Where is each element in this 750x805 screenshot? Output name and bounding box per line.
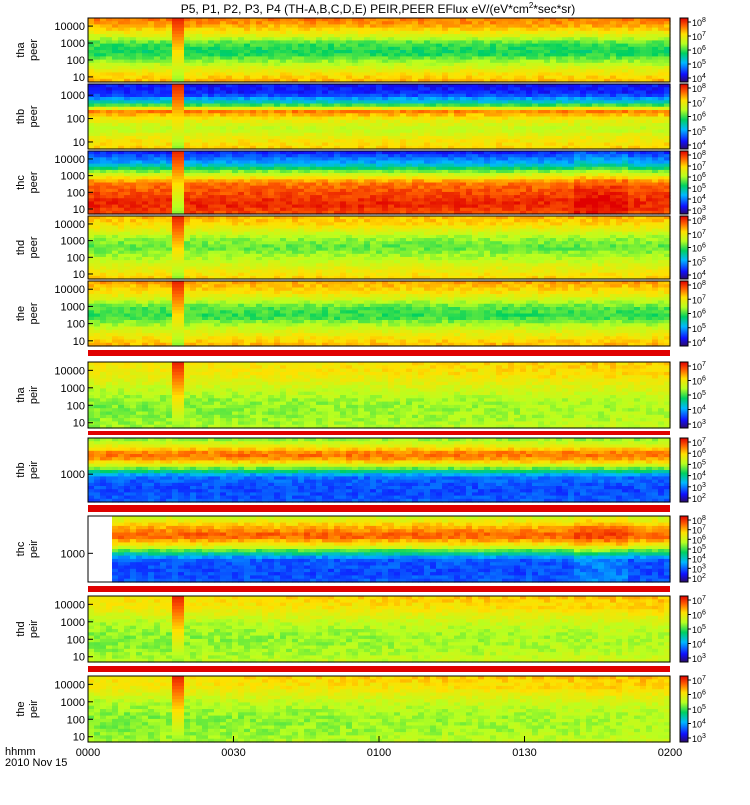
colorbar-tick-base: 10 — [692, 127, 702, 137]
colorbar-gradient — [680, 18, 688, 82]
colorbar-tick-label: 105 — [692, 126, 706, 137]
colorbar-tick-label: 105 — [692, 59, 706, 70]
colorbar-tick-base: 10 — [692, 74, 702, 84]
figure-title-tail: *sec*sr) — [533, 2, 575, 16]
colorbar-tick-label: 107 — [692, 97, 706, 108]
colorbar-tick-label: 108 — [692, 17, 706, 28]
y-tick-label: 100 — [67, 55, 85, 67]
colorbar-tick-base: 10 — [692, 98, 702, 108]
y-tick-label: 10 — [73, 137, 85, 149]
colorbar-tick-exponent: 5 — [702, 59, 706, 66]
y-tick-label: 1000 — [61, 38, 85, 50]
panel-probe-label: tha — [15, 41, 27, 57]
panel-thc-peer: 10000100010010thcpeer108107106105104103 — [15, 150, 706, 216]
spectrogram-cells — [88, 84, 671, 150]
colorbar-tick-exponent: 6 — [702, 45, 706, 52]
colorbar-tick-label: 106 — [692, 45, 706, 56]
colorbar-tick-base: 10 — [692, 32, 702, 42]
panel-probe-label: thb — [15, 109, 27, 124]
colorbar-tick-base: 10 — [692, 60, 702, 70]
colorbar-tick-exponent: 8 — [702, 17, 706, 24]
colorbar-tick-base: 10 — [692, 141, 702, 151]
figure-title-main: P5, P1, P2, P3, P4 (TH-A,B,C,D,E) PEIR,P… — [181, 2, 529, 16]
colorbar-tick-exponent: 4 — [702, 140, 706, 147]
colorbar-tick-exponent: 7 — [702, 97, 706, 104]
y-tick-label: 10000 — [54, 21, 85, 33]
y-tick-label: 10 — [73, 72, 85, 84]
colorbar-tick-exponent: 8 — [702, 83, 706, 90]
colorbar-tick-label: 107 — [692, 31, 706, 42]
figure-title: P5, P1, P2, P3, P4 (TH-A,B,C,D,E) PEIR,P… — [181, 1, 576, 16]
panel-species-label: peer — [28, 39, 40, 61]
colorbar-tick-base: 10 — [692, 113, 702, 123]
colorbar-tick-base: 10 — [692, 18, 702, 28]
colorbar-tick-base: 10 — [692, 84, 702, 94]
colorbar-gradient — [680, 84, 688, 149]
colorbar-tick-label: 108 — [692, 83, 706, 94]
colorbar-tick-label: 106 — [692, 112, 706, 123]
colorbar-tick-exponent: 7 — [702, 31, 706, 38]
colorbar-tick-exponent: 4 — [702, 73, 706, 80]
panel-species-label: peer — [28, 105, 40, 127]
colorbar: 108107106105104 — [680, 83, 706, 151]
y-tick-label: 1000 — [61, 90, 85, 102]
colorbar-tick-exponent: 6 — [702, 112, 706, 119]
colorbar-tick-exponent: 5 — [702, 126, 706, 133]
y-tick-label: 100 — [67, 114, 85, 126]
colorbar-tick-base: 10 — [692, 46, 702, 56]
spectrogram-cells — [88, 151, 671, 215]
spectrogram-cells — [88, 18, 671, 83]
